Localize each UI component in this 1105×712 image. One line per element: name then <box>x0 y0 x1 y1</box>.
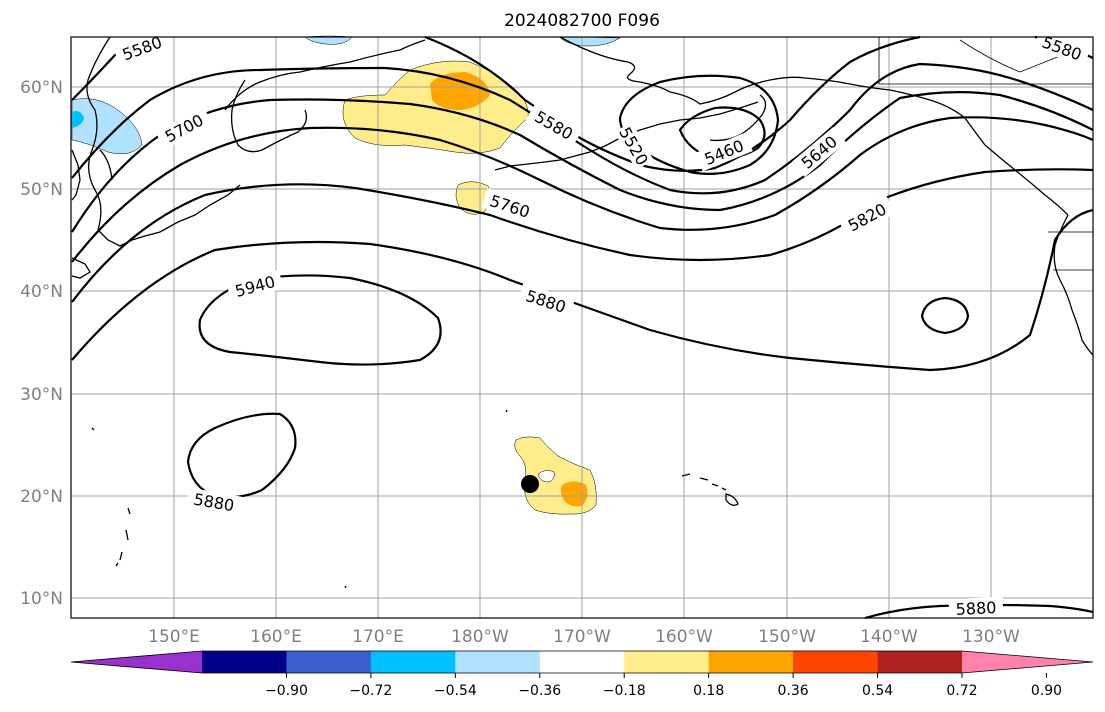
height-contours <box>71 35 1094 620</box>
colorbar-tick-label: 0.18 <box>693 683 724 699</box>
strong-positive-anomaly-region <box>560 481 588 507</box>
lat-label: 50°N <box>20 180 63 200</box>
storm-position-marker <box>521 475 539 493</box>
colorbar-outline <box>70 650 1094 674</box>
contour-label: 5520 <box>615 124 652 169</box>
lat-label: 10°N <box>20 589 63 609</box>
lon-label: 150°W <box>758 627 816 647</box>
negative-anomaly-region <box>304 35 353 45</box>
north-america-west-coast <box>1053 214 1094 356</box>
alaska-coast <box>709 94 767 142</box>
strong-negative-anomaly-region <box>72 110 84 128</box>
lat-label: 40°N <box>20 282 63 302</box>
lon-label: 160°E <box>250 627 302 647</box>
colorbar-segment <box>286 651 372 673</box>
coastlines <box>71 36 1094 589</box>
lat-label: 30°N <box>20 385 63 405</box>
latitude-labels: 60°N 50°N 40°N 30°N 20°N 10°N <box>20 78 63 609</box>
colorbar-extend-low <box>71 651 202 673</box>
contour-5640 <box>71 62 1094 195</box>
lon-label: 140°W <box>860 627 918 647</box>
colorbar-tick-label: −0.54 <box>434 683 477 699</box>
contour-5940-closed-east <box>920 296 970 335</box>
lat-label: 60°N <box>20 78 63 98</box>
contour-5880 <box>71 208 1094 372</box>
lon-label: 170°E <box>352 627 404 647</box>
colorbar-segment <box>455 651 541 673</box>
graticule <box>71 37 1093 618</box>
contour-label: 5700 <box>162 110 207 146</box>
lon-label: 160°W <box>655 627 713 647</box>
neutral-hole <box>537 470 555 483</box>
map-title: 2024082700 F096 <box>504 11 660 31</box>
contour-5700 <box>71 91 1094 233</box>
colorbar-extend-high <box>962 651 1093 673</box>
chukotka-coast <box>224 39 426 153</box>
hawaii-islands <box>681 473 739 506</box>
colorbar-segment <box>793 651 879 673</box>
colorbar: −0.90 −0.72 −0.54 −0.36 −0.18 0.18 0.36 0.54 0.7… <box>70 650 1094 699</box>
colorbar-tick-label: 0.90 <box>1031 683 1062 699</box>
colorbar-tick-label: 0.36 <box>778 683 809 699</box>
lon-label: 180°W <box>451 627 509 647</box>
strong-positive-anomaly-region <box>430 72 490 110</box>
contour-5880-closed <box>186 412 297 499</box>
negative-anomaly-region <box>71 98 143 155</box>
lat-label: 20°N <box>20 487 63 507</box>
colorbar-tick-label: −0.72 <box>349 683 392 699</box>
contour-label: 5580 <box>531 107 576 144</box>
contour-5820 <box>71 168 1094 303</box>
colorbar-tick-label: −0.36 <box>518 683 561 699</box>
colorbar-tick-label: −0.90 <box>265 683 308 699</box>
colorbar-tick-label: 0.54 <box>862 683 893 699</box>
lon-label: 150°E <box>148 627 200 647</box>
longitude-labels: 150°E 160°E 170°E 180°W 170°W 160°W 150°… <box>148 627 1020 647</box>
colorbar-segment <box>877 651 963 673</box>
colorbar-segment <box>708 651 794 673</box>
japan-coast <box>71 257 91 279</box>
lon-label: 130°W <box>962 627 1020 647</box>
colorbar-tick-label: −0.18 <box>603 683 646 699</box>
small-islands <box>91 409 508 589</box>
aleutian-islands <box>494 101 759 171</box>
colorbar-tick-label: 0.72 <box>946 683 977 699</box>
colorbar-segment <box>370 651 456 673</box>
lon-label: 170°W <box>553 627 611 647</box>
colorbar-segment <box>539 651 625 673</box>
contour-label: 5940 <box>233 272 277 301</box>
contour-5760 <box>71 116 1094 263</box>
kuril-islands <box>97 184 241 247</box>
colorbar-segment <box>624 651 710 673</box>
contour-label: 5820 <box>845 199 890 235</box>
map-frame <box>70 36 1094 619</box>
contour-label: 5880 <box>955 598 997 619</box>
colorbar-segment <box>202 651 287 673</box>
contour-label: 5880 <box>192 490 235 516</box>
alaska-coast <box>559 36 1069 216</box>
sakhalin-coast <box>71 149 81 201</box>
